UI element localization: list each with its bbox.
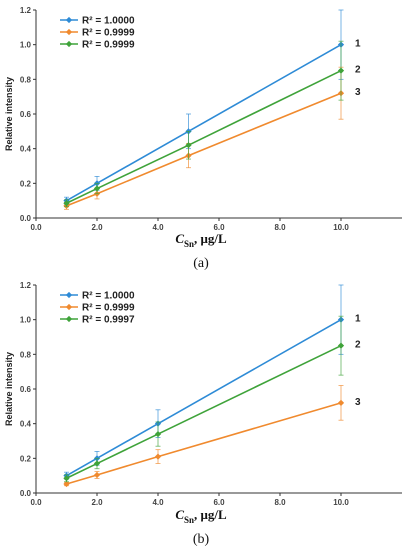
y-tick-label: 0.2 xyxy=(20,454,32,463)
x-tick-label: 4.0 xyxy=(152,498,164,507)
legend-entry: R² = 1.0000 xyxy=(82,291,135,302)
panel-caption: (b) xyxy=(193,532,210,547)
x-tick-label: 0.0 xyxy=(30,498,42,507)
y-tick-label: 1.0 xyxy=(20,316,32,325)
y-tick-label: 0.0 xyxy=(20,489,32,498)
data-point xyxy=(337,67,345,74)
x-tick-label: 8.0 xyxy=(274,498,286,507)
series-end-label: 1 xyxy=(355,314,361,325)
series-2: 2 xyxy=(63,40,361,208)
x-tick-label: 0.0 xyxy=(30,223,42,232)
x-tick-label: 2.0 xyxy=(91,223,103,232)
x-tick-label: 10.0 xyxy=(333,223,349,232)
data-point xyxy=(185,142,192,149)
series-end-label: 2 xyxy=(355,340,361,351)
y-tick-label: 0.6 xyxy=(20,110,32,119)
series-end-label: 2 xyxy=(355,65,361,76)
legend-entry: R² = 0.9999 xyxy=(82,303,135,314)
data-point xyxy=(337,342,345,349)
y-axis-label: Relative intensity xyxy=(4,77,14,151)
chart-panel-1: 0.0 0.2 0.4 0.6 0.8 1.0 1.2 0.0 2.0 4.0 6.0 8.0 10.0… xyxy=(4,281,402,547)
chart-panel-0: 0.0 0.2 0.4 0.6 0.8 1.0 1.2 0.0 2.0 4.0 6.0 8.0 10.0… xyxy=(4,6,402,271)
y-axis-label: Relative intensity xyxy=(4,352,14,426)
legend-entry: R² = 0.9999 xyxy=(82,40,135,51)
series-1: 3 xyxy=(63,66,361,210)
x-tick-label: 10.0 xyxy=(333,498,349,507)
series-end-label: 1 xyxy=(355,39,361,50)
y-tick-label: 0.4 xyxy=(20,420,32,429)
panel-caption: (a) xyxy=(193,256,209,271)
y-tick-label: 0.2 xyxy=(20,179,32,188)
y-tick-label: 0.0 xyxy=(20,214,32,223)
data-point xyxy=(93,471,101,479)
data-point xyxy=(63,200,70,207)
series-1: 3 xyxy=(63,385,361,488)
x-axis-label: CSn, μg/L xyxy=(175,231,227,249)
legend-swatch-marker xyxy=(65,40,73,48)
legend-swatch-marker xyxy=(65,28,73,36)
y-tick-label: 1.0 xyxy=(20,41,32,50)
legend-entry: R² = 0.9999 xyxy=(82,28,135,39)
series-end-label: 3 xyxy=(355,397,361,408)
legend-swatch-marker xyxy=(65,303,73,311)
series-line xyxy=(66,92,342,207)
y-tick-label: 1.2 xyxy=(20,6,32,15)
x-tick-label: 2.0 xyxy=(91,498,103,507)
data-point xyxy=(93,460,101,467)
legend-swatch-marker xyxy=(65,16,73,24)
series-line xyxy=(66,402,342,485)
legend-swatch-marker xyxy=(65,315,73,323)
series-end-label: 3 xyxy=(355,87,361,98)
data-point xyxy=(93,185,101,192)
series-line xyxy=(66,344,342,479)
data-point xyxy=(154,453,162,460)
data-point xyxy=(337,399,345,406)
data-point xyxy=(154,430,162,438)
x-tick-label: 6.0 xyxy=(213,498,225,507)
x-tick-label: 8.0 xyxy=(274,223,286,232)
y-tick-label: 0.8 xyxy=(20,75,32,84)
y-tick-label: 0.4 xyxy=(20,145,32,154)
series-line xyxy=(66,43,342,202)
series-2: 2 xyxy=(63,315,361,483)
x-axis-label: CSn, μg/L xyxy=(175,507,227,525)
legend-entry: R² = 0.9997 xyxy=(82,315,135,326)
y-tick-label: 0.6 xyxy=(20,385,32,394)
x-tick-label: 4.0 xyxy=(152,223,164,232)
series-line xyxy=(66,69,342,204)
y-tick-label: 1.2 xyxy=(20,281,32,290)
x-tick-label: 6.0 xyxy=(213,223,225,232)
y-tick-label: 0.8 xyxy=(20,350,32,359)
legend-entry: R² = 1.0000 xyxy=(82,16,135,27)
series-line xyxy=(66,318,342,477)
legend-swatch-marker xyxy=(65,291,73,299)
